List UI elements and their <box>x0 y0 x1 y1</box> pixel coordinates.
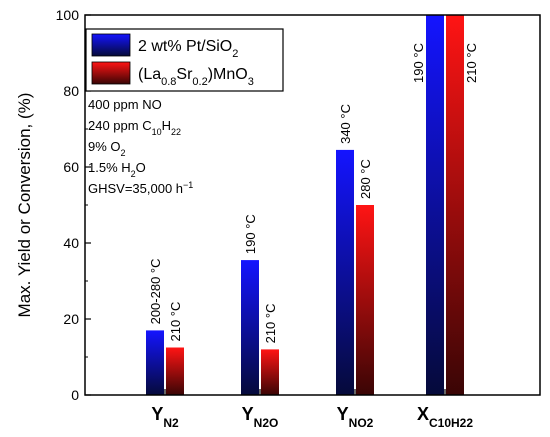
bar-series2-2 <box>261 349 279 395</box>
data-label-series1-1: 200-280 °C <box>148 258 163 324</box>
x-tick-label: XC10H22 <box>417 404 473 430</box>
y-tick-label: 100 <box>56 7 80 23</box>
y-tick-label: 0 <box>71 387 79 403</box>
axes-layer: YN2 YN2O YNO2 XC10H22 0 20 40 60 80 100 Max. Yield… <box>15 7 541 430</box>
y-axis-label: Max. Yield or Conversion, (%) <box>15 93 34 318</box>
y-tick-label: 60 <box>63 159 79 175</box>
y-tick-label: 80 <box>63 83 79 99</box>
bar-series1-1 <box>146 330 164 395</box>
data-label-series2-2: 210 °C <box>263 304 278 344</box>
bar-series1-2 <box>241 260 259 395</box>
legend-swatch-series1 <box>91 33 131 57</box>
bar-series2-1 <box>166 347 184 395</box>
conditions-line: 9% O2 <box>88 139 126 158</box>
bar-series2-4 <box>446 15 464 395</box>
data-label-series1-4: 190 °C <box>411 43 426 83</box>
y-tick-label: 20 <box>63 311 79 327</box>
conditions-line: 240 ppm C10H22 <box>88 118 181 137</box>
legend-label-series2: (La0.8Sr0.2)MnO3 <box>138 66 254 88</box>
x-tick-label: YNO2 <box>337 404 374 430</box>
data-label-series2-1: 210 °C <box>168 302 183 342</box>
data-label-series2-4: 210 °C <box>464 43 479 83</box>
conditions-annotation: 400 ppm NO 240 ppm C10H22 9% O2 1.5% H2OGHS… <box>88 97 193 196</box>
legend-label-series1: 2 wt% Pt/SiO2 <box>138 38 238 60</box>
conditions-line: 400 ppm NO <box>88 97 162 112</box>
data-label-series1-3: 340 °C <box>338 104 353 144</box>
legend-swatch-series2 <box>91 61 131 85</box>
legend: 2 wt% Pt/SiO2 (La0.8Sr0.2)MnO3 <box>85 28 284 92</box>
data-label-series2-3: 280 °C <box>358 159 373 199</box>
x-tick-label: YN2O <box>242 404 279 430</box>
y-tick-label: 40 <box>63 235 79 251</box>
conditions-line: GHSV=35,000 h−1 <box>88 180 193 196</box>
data-label-series1-2: 190 °C <box>243 214 258 254</box>
x-tick-label: YN2 <box>151 404 179 430</box>
bar-series1-3 <box>336 149 354 395</box>
bar-series1-4 <box>426 15 444 395</box>
bars-layer: 200-280 °C 210 °C 190 °C 210 °C 340 °C 280 °C… <box>146 15 479 395</box>
conditions-line: 1.5% H2O <box>88 160 146 179</box>
bar-series2-3 <box>356 205 374 395</box>
